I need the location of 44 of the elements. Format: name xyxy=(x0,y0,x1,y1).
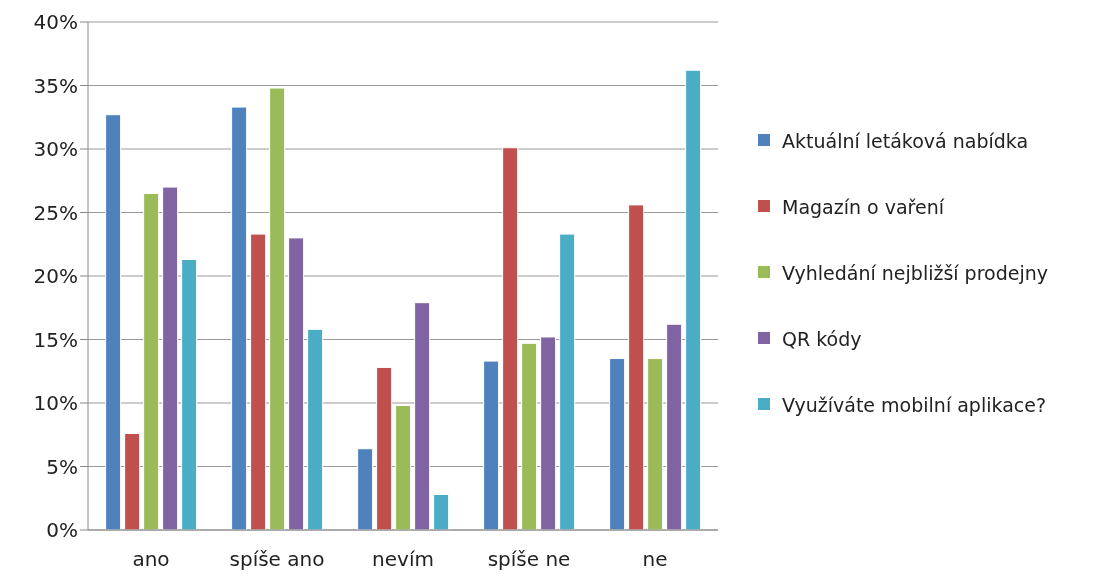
bar xyxy=(414,302,431,530)
bar xyxy=(307,328,324,530)
y-tick-label: 10% xyxy=(33,391,78,416)
y-tick-label: 30% xyxy=(33,137,78,162)
bar xyxy=(483,360,500,530)
x-tick-label: spíše ne xyxy=(487,547,571,572)
x-tick-label: nevím xyxy=(372,547,434,572)
bar xyxy=(540,336,557,530)
y-tick-label: 25% xyxy=(33,200,78,225)
bar xyxy=(666,323,683,530)
y-tick-label: 20% xyxy=(33,264,78,289)
bar xyxy=(376,366,393,530)
y-tick-label: 35% xyxy=(33,73,78,98)
bar xyxy=(647,358,664,530)
bar xyxy=(502,147,519,530)
x-tick-label: ne xyxy=(642,547,668,572)
bar xyxy=(559,233,576,530)
legend-label: Vyhledání nejbližší prodejny xyxy=(782,261,1049,286)
bar xyxy=(162,186,179,530)
bar xyxy=(395,405,412,530)
bar xyxy=(231,106,248,530)
legend-label: Aktuální letáková nabídka xyxy=(782,129,1029,154)
bar xyxy=(124,432,141,530)
bar xyxy=(685,69,702,530)
bar xyxy=(609,358,626,530)
legend-label: QR kódy xyxy=(782,327,862,352)
x-tick-label: ano xyxy=(132,547,170,572)
bar xyxy=(250,233,267,530)
bar xyxy=(288,237,305,530)
bar xyxy=(433,493,450,530)
legend-label: Využíváte mobilní aplikace? xyxy=(782,393,1046,418)
y-tick-label: 40% xyxy=(33,10,78,35)
bar xyxy=(143,192,160,530)
legend-label: Magazín o vaření xyxy=(782,195,945,220)
y-tick-label: 5% xyxy=(46,454,78,479)
bar xyxy=(357,448,374,530)
bar xyxy=(521,342,538,530)
y-tick-label: 0% xyxy=(46,518,78,543)
bar xyxy=(269,87,286,530)
bar xyxy=(181,258,198,530)
bar xyxy=(105,114,122,530)
x-tick-label: spíše ano xyxy=(229,547,325,572)
y-tick-label: 15% xyxy=(33,327,78,352)
bar xyxy=(628,204,645,530)
